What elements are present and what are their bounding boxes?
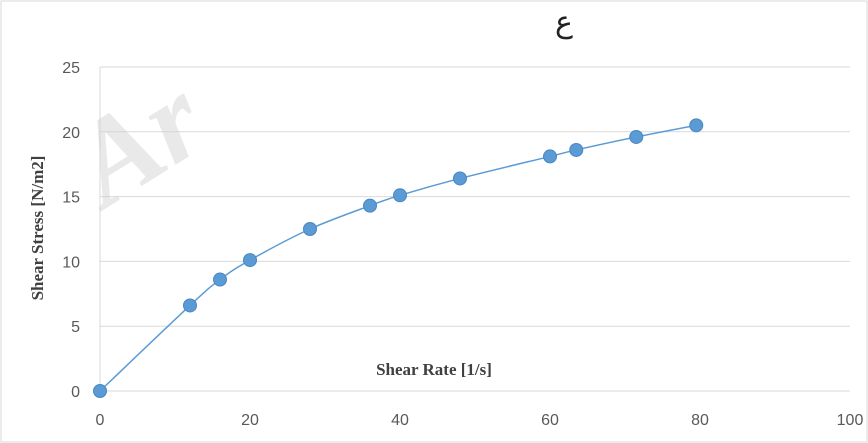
axes xyxy=(99,67,850,392)
x-tick-label: 100 xyxy=(837,412,864,429)
data-point xyxy=(243,253,257,268)
y-axis-title: Shear Stress [N/m2] xyxy=(28,156,47,301)
data-point xyxy=(183,298,197,313)
data-point xyxy=(543,149,557,164)
x-tick-label: 0 xyxy=(96,412,105,429)
y-tick-label: 15 xyxy=(62,190,80,207)
data-point xyxy=(453,171,467,186)
y-tick-label: 0 xyxy=(71,384,80,401)
data-point xyxy=(303,222,317,236)
x-tick-label: 60 xyxy=(541,412,559,429)
x-tick-label: 40 xyxy=(391,412,409,429)
x-tick-label: 80 xyxy=(691,412,709,429)
series-group xyxy=(93,118,704,398)
data-point xyxy=(213,272,227,287)
data-point xyxy=(393,188,407,203)
data-point xyxy=(569,142,584,157)
y-tick-label: 5 xyxy=(71,319,80,336)
y-tick-label: 20 xyxy=(62,125,80,142)
data-point xyxy=(363,198,377,213)
top-glyph: ع xyxy=(555,5,573,40)
tick-labels: 0 5 10 15 20 25 0 20 40 60 80 100 xyxy=(62,60,863,429)
y-tick-label: 10 xyxy=(62,254,80,271)
x-axis-title: Shear Rate [1/s] xyxy=(376,360,492,379)
gridlines xyxy=(100,66,850,327)
y-tick-label: 25 xyxy=(62,60,80,77)
data-point xyxy=(93,384,107,398)
data-point xyxy=(629,129,644,144)
data-point xyxy=(689,118,704,133)
x-tick-label: 20 xyxy=(241,412,259,429)
